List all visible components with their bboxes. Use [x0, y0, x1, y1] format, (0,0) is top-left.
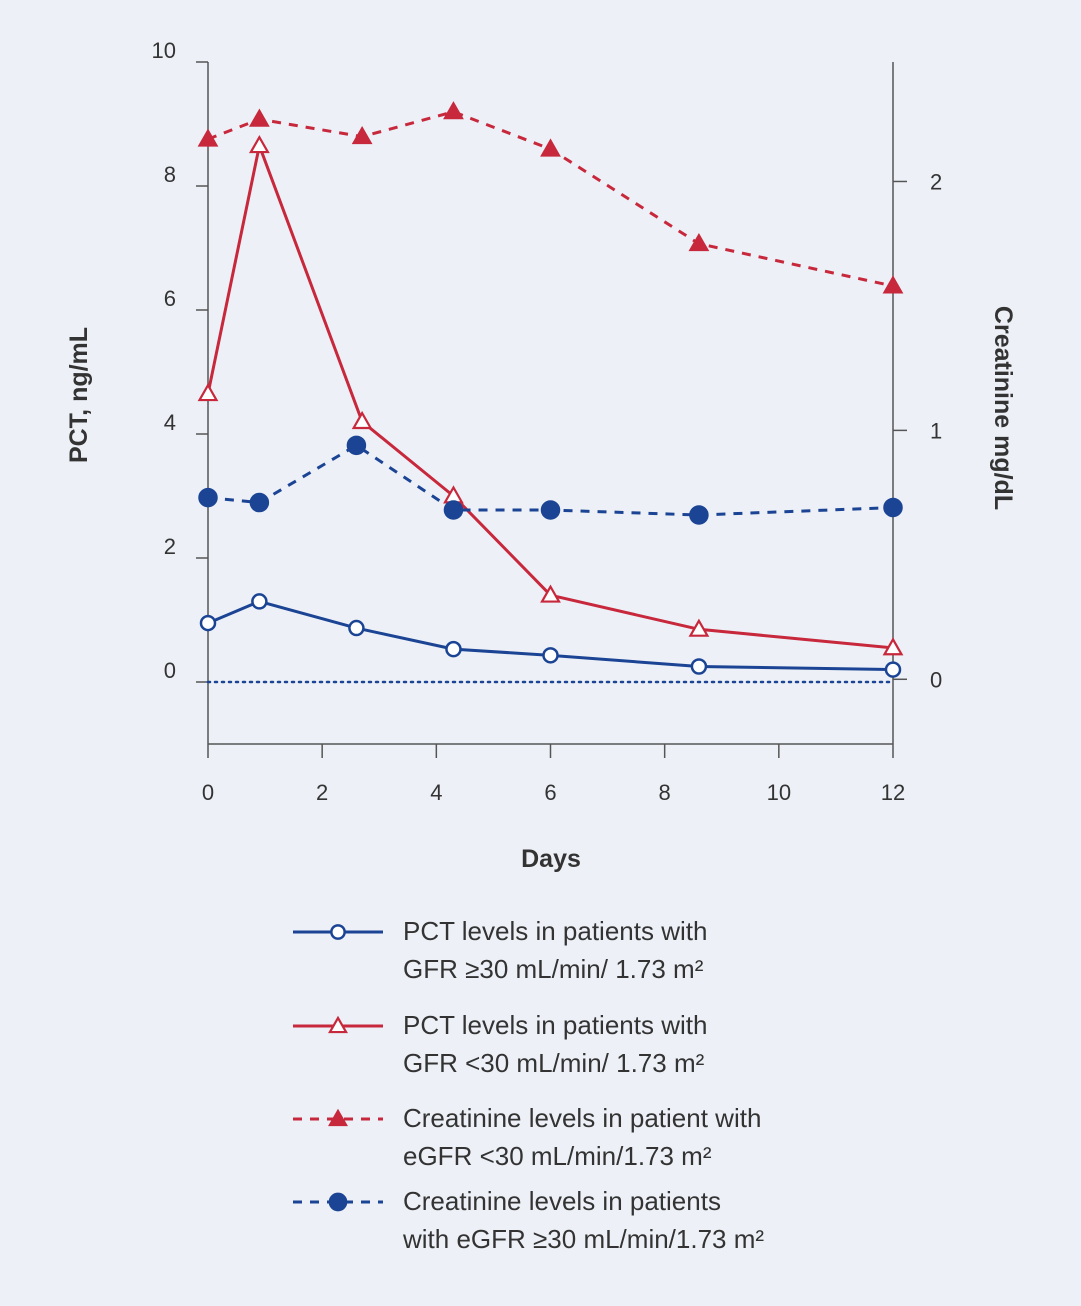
- x-tick-label: 2: [316, 780, 328, 805]
- series-3-point: [443, 101, 464, 120]
- legend-marker-1: [330, 924, 346, 940]
- x-axis-title: Days: [521, 845, 581, 873]
- x-tick-label: 6: [544, 780, 556, 805]
- series-3-point: [351, 125, 373, 145]
- series-line-3: [207, 110, 894, 288]
- series-1-point: [199, 614, 217, 632]
- series-4-point: [443, 500, 464, 520]
- series-4-point: [883, 497, 903, 518]
- series-1-point: [251, 593, 268, 610]
- legend-label-3: Creatinine levels in patient with: [403, 1103, 761, 1133]
- legend-label-1: PCT levels in patients with: [403, 916, 707, 946]
- legend-marker-2: [328, 1015, 348, 1034]
- series-2-point: [688, 618, 710, 637]
- y-left-tick-label: 0: [164, 658, 176, 683]
- y-left-axis-title: PCT, ng/mL: [65, 327, 93, 463]
- series-2-point: [197, 382, 219, 402]
- legend-marker-3: [328, 1108, 348, 1127]
- x-tick-label: 0: [202, 780, 214, 805]
- y-left-tick-label: 2: [164, 534, 176, 559]
- x-tick-label: 10: [767, 780, 791, 805]
- legend-label-4: with eGFR ≥30 mL/min/1.73 m²: [402, 1224, 764, 1254]
- legend: PCT levels in patients with GFR ≥30 mL/mi…: [293, 916, 764, 1254]
- y-right-tick-label: 2: [930, 169, 942, 194]
- series-3-point: [882, 275, 904, 294]
- x-tick-label: 4: [430, 780, 442, 805]
- y-left-tick-label: 10: [152, 38, 176, 63]
- x-tick-label: 8: [659, 780, 671, 805]
- y-right-axis-title: Creatinine mg/dL: [989, 306, 1017, 510]
- legend-label-1: GFR ≥30 mL/min/ 1.73 m²: [403, 954, 704, 984]
- series-2-point: [248, 134, 270, 154]
- series-3-point: [540, 138, 561, 157]
- series-3-point: [688, 232, 710, 252]
- legend-marker-4: [328, 1192, 348, 1212]
- series-1-point: [542, 647, 559, 664]
- series-2-point: [882, 637, 904, 656]
- y-left-tick-label: 4: [164, 410, 176, 435]
- legend-label-4: Creatinine levels in patients: [403, 1186, 721, 1216]
- series-4-point: [198, 487, 218, 508]
- legend-label-2: PCT levels in patients with: [403, 1010, 707, 1040]
- y-left-tick-label: 6: [164, 286, 176, 311]
- series-layer: [197, 101, 904, 678]
- plot-frame: [207, 62, 894, 745]
- series-4-point: [249, 492, 270, 513]
- legend-label-3: eGFR <30 mL/min/1.73 m²: [403, 1141, 712, 1171]
- series-2-point: [540, 584, 561, 603]
- series-3-point: [248, 108, 270, 127]
- series-4-point: [540, 500, 561, 520]
- x-tick-label: 12: [881, 780, 905, 805]
- series-1-point: [884, 661, 902, 678]
- series-1-point: [690, 658, 708, 675]
- series-1-point: [348, 619, 365, 637]
- series-3-point: [197, 128, 219, 147]
- y-left-tick-label: 8: [164, 162, 176, 187]
- series-2-point: [351, 410, 373, 430]
- legend-label-2: GFR <30 mL/min/ 1.73 m²: [403, 1048, 705, 1078]
- series-4-point: [689, 505, 709, 525]
- series-1-point: [445, 640, 462, 658]
- y-right-tick-label: 1: [930, 418, 942, 443]
- series-line-2: [206, 144, 894, 650]
- y-right-tick-label: 0: [930, 667, 942, 692]
- series-4-point: [346, 435, 367, 456]
